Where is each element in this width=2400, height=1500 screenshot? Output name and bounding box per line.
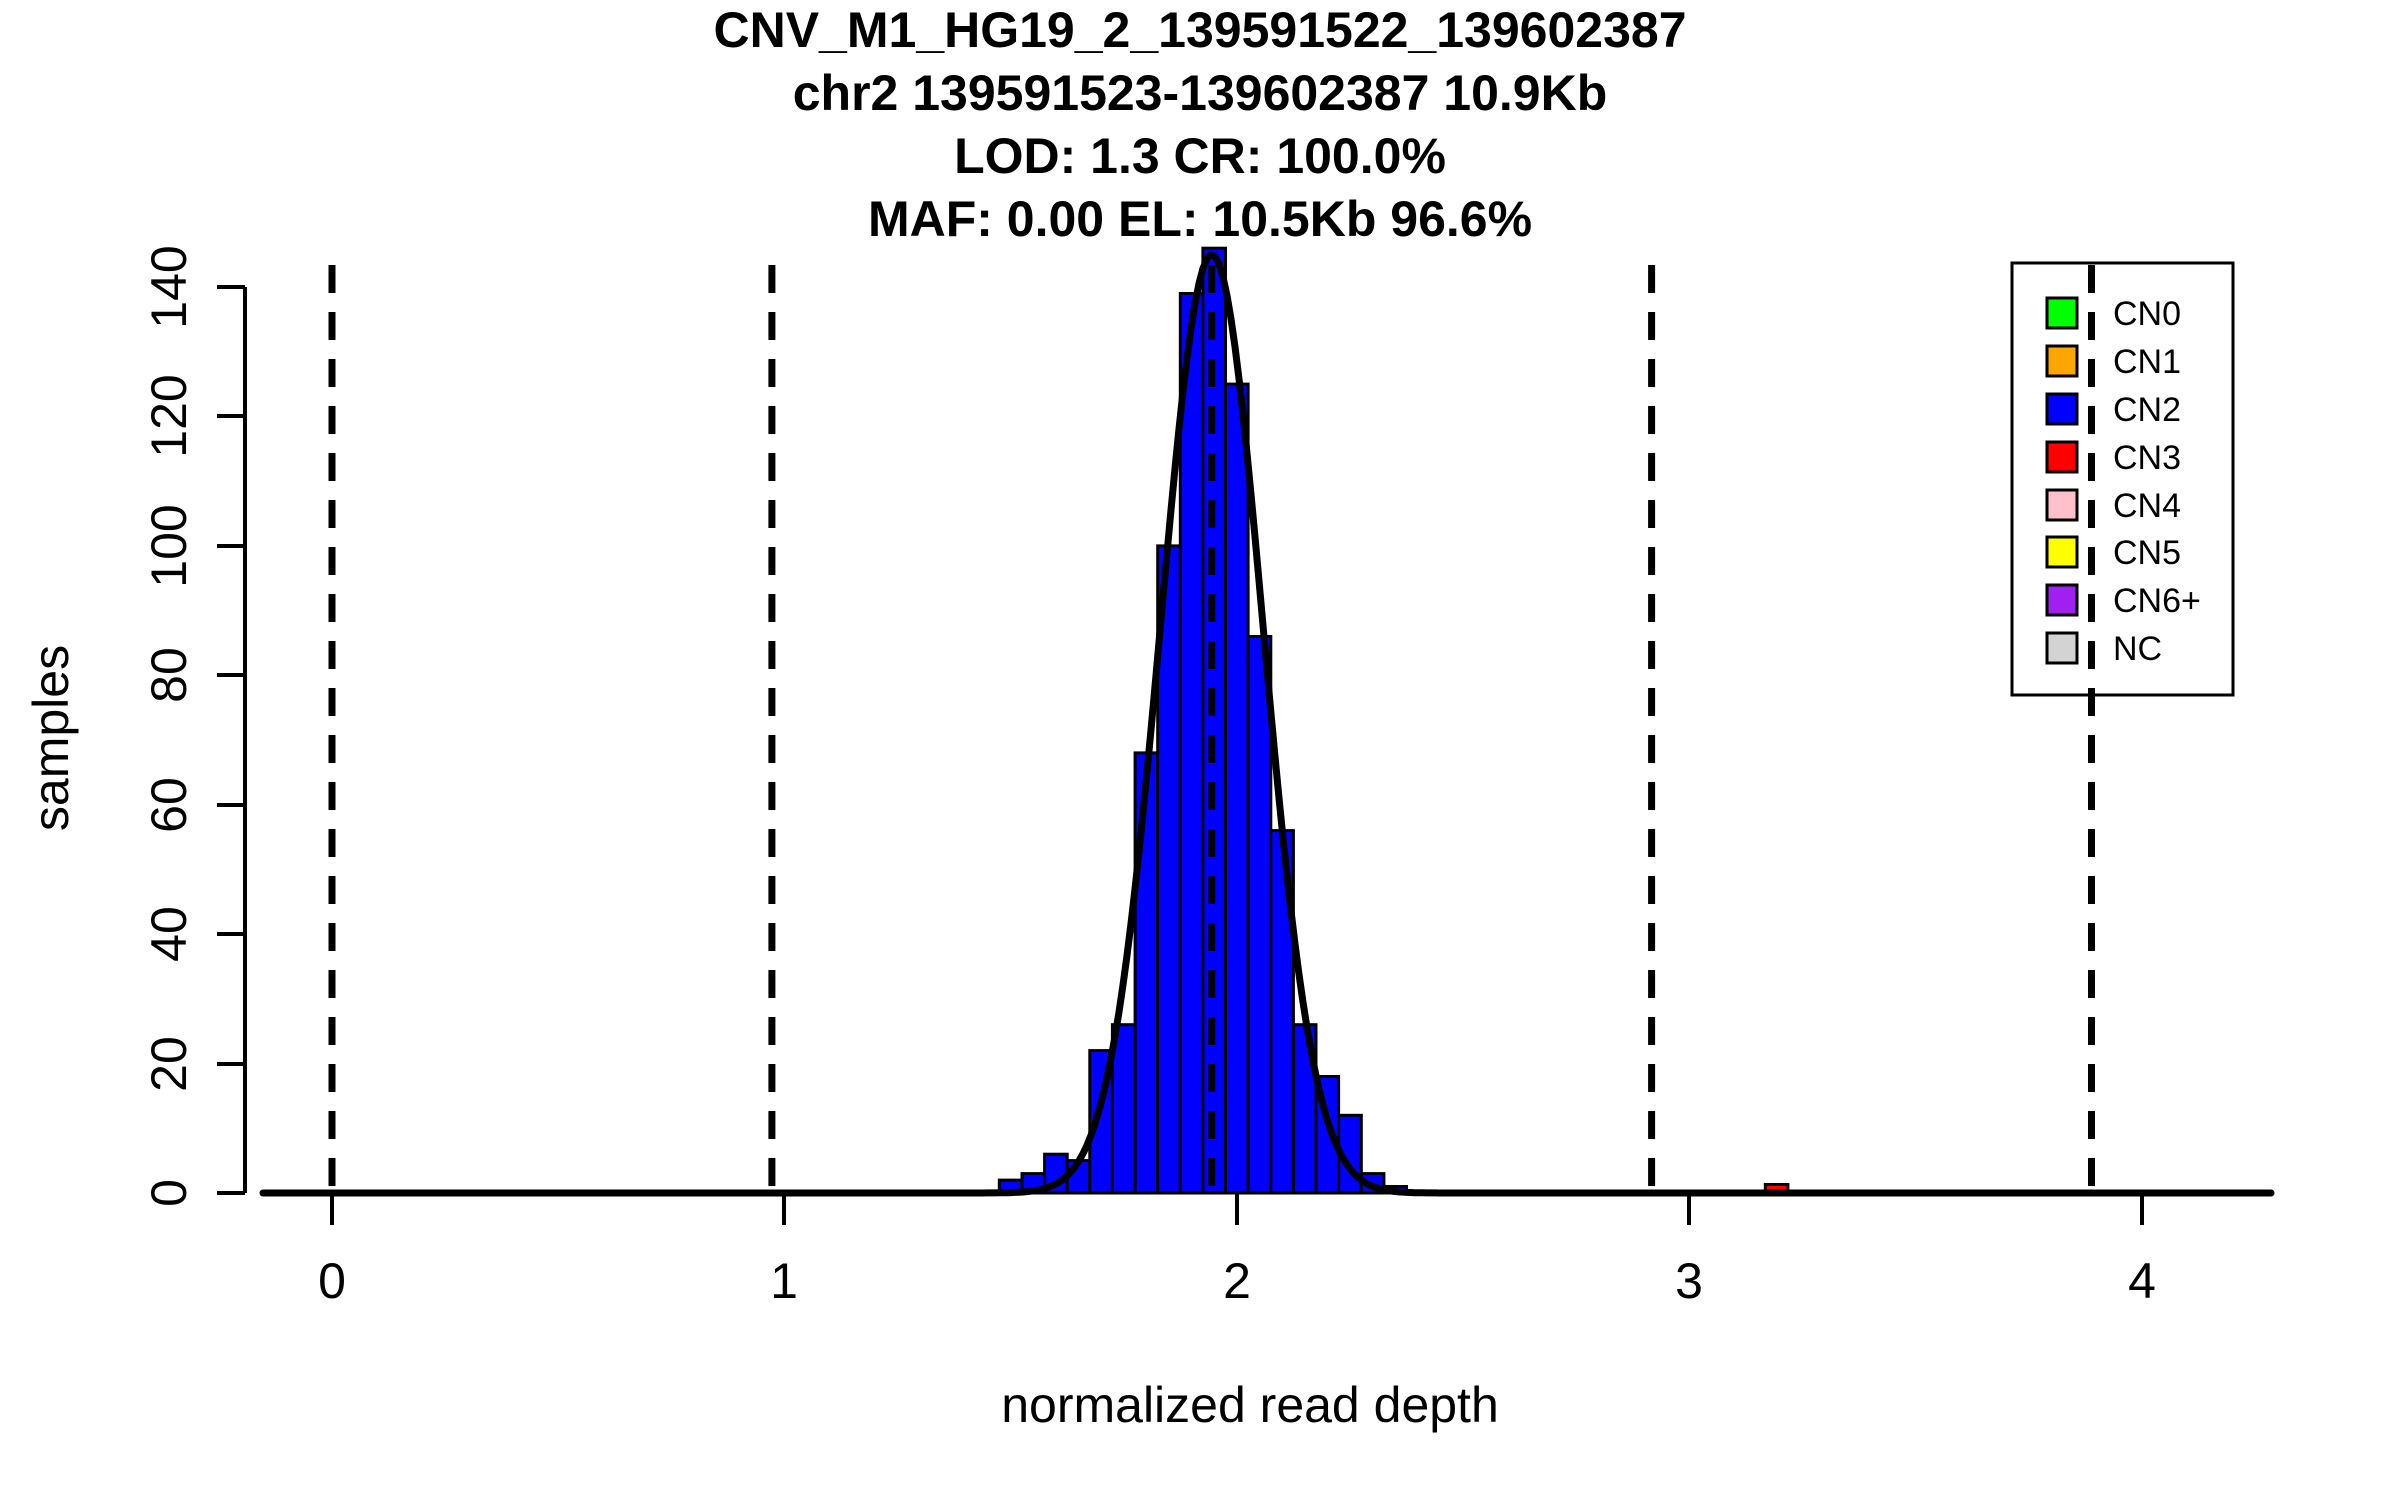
nc-swatch — [2045, 631, 2079, 665]
y-tick-label-40: 40 — [141, 906, 197, 962]
histogram-bars — [997, 246, 1790, 1195]
legend-item-cn2: CN2 — [2045, 391, 2181, 429]
legend-item-cn3: CN3 — [2045, 439, 2181, 477]
y-tick-label-20: 20 — [141, 1036, 197, 1092]
x-tick-label-1: 1 — [770, 1253, 798, 1309]
legend-label-cn3: CN3 — [2113, 439, 2181, 477]
legend: CN0 CN1 CN2 CN3 CN4 CN5 CN6+ NC — [2045, 295, 2201, 668]
cn4-swatch — [2045, 488, 2079, 522]
y-tick-label-120: 120 — [141, 374, 197, 457]
legend-item-cn1: CN1 — [2045, 343, 2181, 381]
legend-label-cn4: CN4 — [2113, 487, 2181, 525]
legend-item-cn6plus: CN6+ — [2045, 582, 2201, 620]
cn5-swatch — [2045, 535, 2079, 569]
legend-label-nc: NC — [2113, 630, 2162, 668]
legend-item-cn4: CN4 — [2045, 487, 2181, 525]
legend-label-cn2: CN2 — [2113, 391, 2181, 429]
cn2-swatch — [2045, 392, 2079, 426]
title-line-3: LOD: 1.3 CR: 100.0% — [954, 128, 1446, 184]
x-axis: 0 1 2 3 4 normalized read depth — [318, 1193, 2156, 1433]
legend-item-nc: NC — [2045, 630, 2162, 668]
y-axis-title: samples — [23, 645, 79, 831]
legend-label-cn1: CN1 — [2113, 343, 2181, 381]
legend-box — [2010, 261, 2235, 697]
y-axis: 0 20 40 60 80 100 120 140 samples — [23, 245, 247, 1207]
title-line-1: CNV_M1_HG19_2_139591522_139602387 — [713, 2, 1686, 58]
histogram-bar — [1178, 292, 1205, 1195]
histogram-bar — [1246, 635, 1273, 1195]
y-tick-label-140: 140 — [141, 245, 197, 328]
legend-label-cn0: CN0 — [2113, 295, 2181, 333]
cn3-swatch — [2045, 440, 2079, 474]
cn6plus-swatch — [2045, 583, 2079, 617]
histogram-bar — [1201, 246, 1228, 1195]
legend-label-cn5: CN5 — [2113, 534, 2181, 572]
gaussian-fit-curve — [259, 251, 2275, 1197]
y-tick-label-80: 80 — [141, 647, 197, 703]
cn0-swatch — [2045, 296, 2079, 330]
y-tick-label-100: 100 — [141, 504, 197, 587]
gaussian-curve — [259, 251, 2275, 1197]
x-tick-label-3: 3 — [1675, 1253, 1703, 1309]
x-tick-label-2: 2 — [1223, 1253, 1251, 1309]
y-tick-label-60: 60 — [141, 777, 197, 833]
x-axis-title: normalized read depth — [1001, 1377, 1499, 1433]
x-tick-label-4: 4 — [2128, 1253, 2156, 1309]
histogram-bar — [1224, 382, 1250, 1195]
x-tick-label-0: 0 — [318, 1253, 346, 1309]
cn-mean-dashed-lines — [328, 255, 2095, 1190]
title-line-4: MAF: 0.00 EL: 10.5Kb 96.6% — [868, 191, 1532, 247]
cn1-swatch — [2045, 344, 2079, 378]
plot-title: CNV_M1_HG19_2_139591522_139602387 chr2 1… — [713, 2, 1686, 247]
title-line-2: chr2 139591523-139602387 10.9Kb — [793, 65, 1608, 121]
y-tick-label-0: 0 — [141, 1179, 197, 1207]
histogram-bar — [1133, 751, 1160, 1195]
legend-item-cn5: CN5 — [2045, 534, 2181, 572]
legend-item-cn0: CN0 — [2045, 295, 2181, 333]
legend-label-cn6plus: CN6+ — [2113, 582, 2201, 620]
